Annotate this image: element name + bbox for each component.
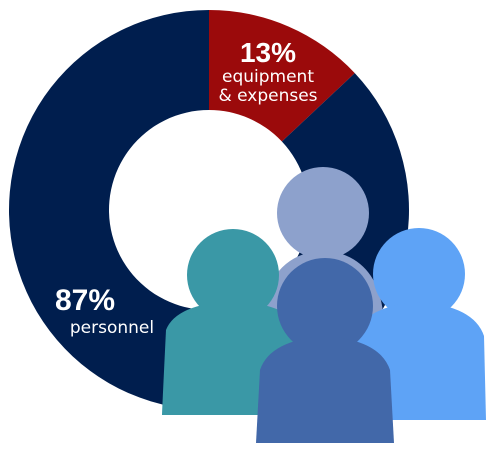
slice-value-equipment: 13% bbox=[240, 37, 296, 68]
donut-slice-equipment bbox=[209, 10, 355, 142]
slice-label-line-2: & expenses bbox=[218, 86, 317, 106]
slice-label-line: personnel bbox=[70, 318, 154, 338]
slice-label-line-1: equipment bbox=[222, 67, 314, 87]
slice-label-equipment: 13% equipment & expenses bbox=[218, 37, 317, 106]
person-icon bbox=[256, 258, 394, 443]
slice-label-personnel: 87% personnel bbox=[55, 284, 154, 338]
people-group-icon bbox=[162, 167, 486, 443]
slice-value-personnel: 87% bbox=[55, 284, 115, 317]
